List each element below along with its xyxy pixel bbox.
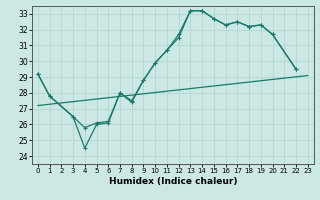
X-axis label: Humidex (Indice chaleur): Humidex (Indice chaleur) (108, 177, 237, 186)
